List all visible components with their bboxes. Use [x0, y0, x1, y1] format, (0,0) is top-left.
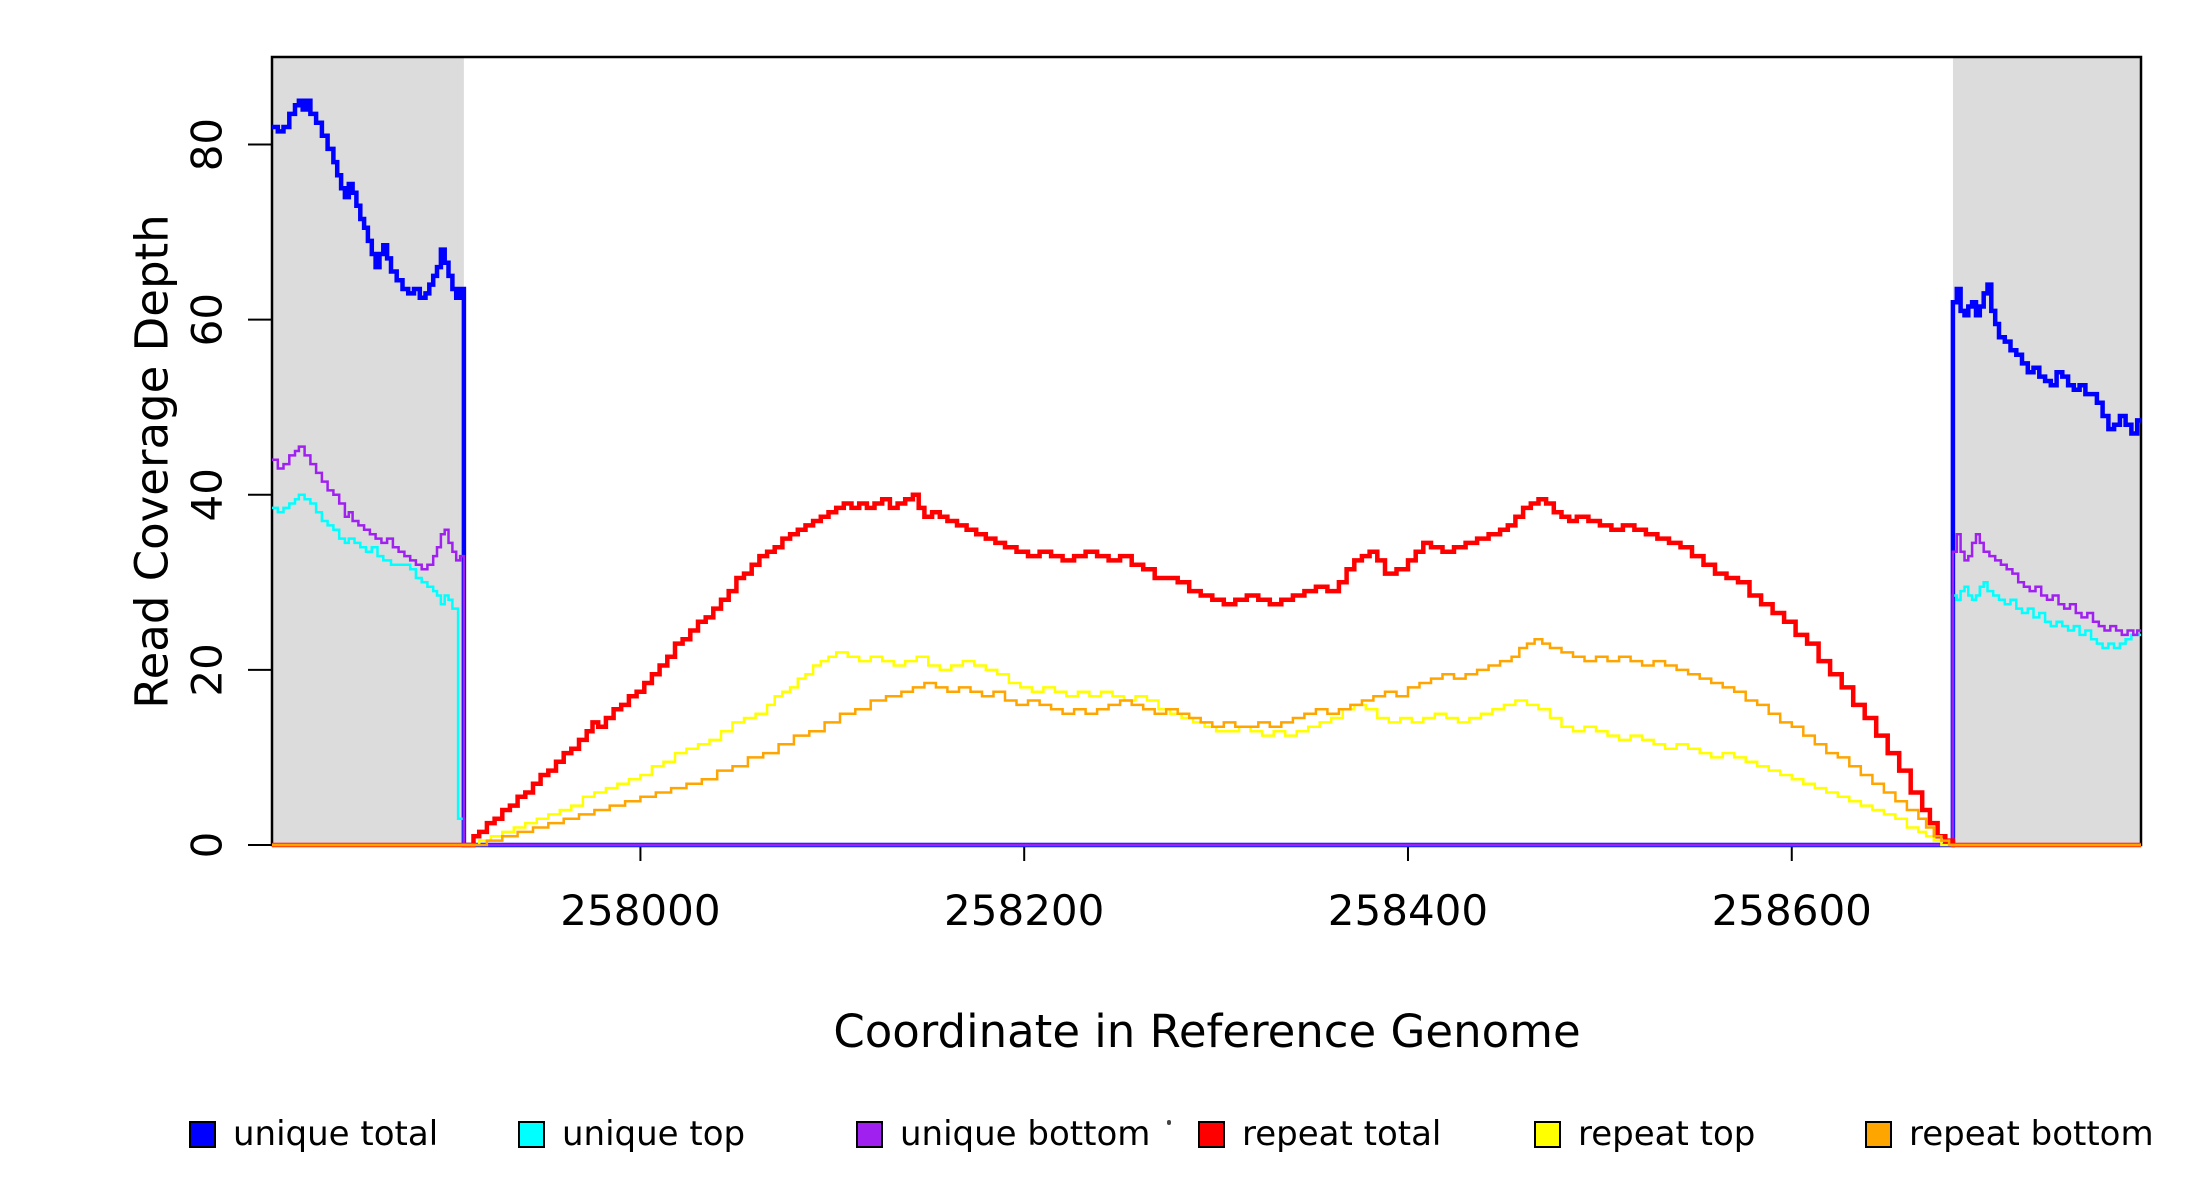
y-axis-title: Read Coverage Depth [125, 214, 179, 709]
series-line-unique-bottom [272, 445, 2141, 847]
legend-label: repeat top [1578, 1114, 1756, 1154]
legend-item-unique-bottom: unique bottom [856, 1114, 1150, 1154]
x-axis-title: Coordinate in Reference Genome [833, 1005, 1581, 1058]
legend-item-repeat-total: repeat total [1198, 1114, 1441, 1154]
legend-item-unique-top: unique top [518, 1114, 745, 1154]
series-line-repeat-bottom [272, 637, 2141, 847]
y-tick-label: 80 [183, 118, 232, 171]
legend-swatch-repeat-bottom [1865, 1120, 1892, 1148]
stray-mark [1167, 1120, 1171, 1125]
legend-item-repeat-bottom: repeat bottom [1865, 1114, 2154, 1154]
y-tick-label: 60 [183, 293, 232, 346]
legend-label: unique total [233, 1114, 439, 1154]
y-tick-label: 0 [183, 832, 232, 859]
legend-item-repeat-top: repeat top [1534, 1114, 1755, 1154]
x-tick-label: 258400 [1328, 886, 1488, 935]
legend-label: unique top [562, 1114, 746, 1154]
legend-swatch-unique-bottom [856, 1120, 883, 1148]
y-tick-label: 20 [183, 643, 232, 696]
x-tick-label: 258200 [944, 886, 1104, 935]
series-line-unique-top [272, 493, 2141, 847]
legend-label: repeat bottom [1909, 1114, 2154, 1154]
legend-swatch-repeat-top [1534, 1120, 1561, 1148]
legend-label: repeat total [1242, 1114, 1442, 1154]
legend-label: unique bottom [900, 1114, 1151, 1154]
legend-item-unique-total: unique total [189, 1114, 438, 1154]
legend-swatch-unique-top [518, 1120, 545, 1148]
legend-swatch-unique-total [189, 1120, 216, 1148]
shaded-band-right [1952, 57, 2141, 845]
y-tick-label: 40 [183, 468, 232, 521]
x-tick-label: 258600 [1712, 886, 1872, 935]
shaded-band-left [272, 57, 464, 845]
series-line-unique-total [272, 98, 2141, 848]
series-line-repeat-total [272, 492, 2141, 848]
series-line-repeat-top [272, 651, 2141, 847]
legend-swatch-repeat-total [1198, 1120, 1225, 1148]
x-tick-label: 258000 [560, 886, 720, 935]
